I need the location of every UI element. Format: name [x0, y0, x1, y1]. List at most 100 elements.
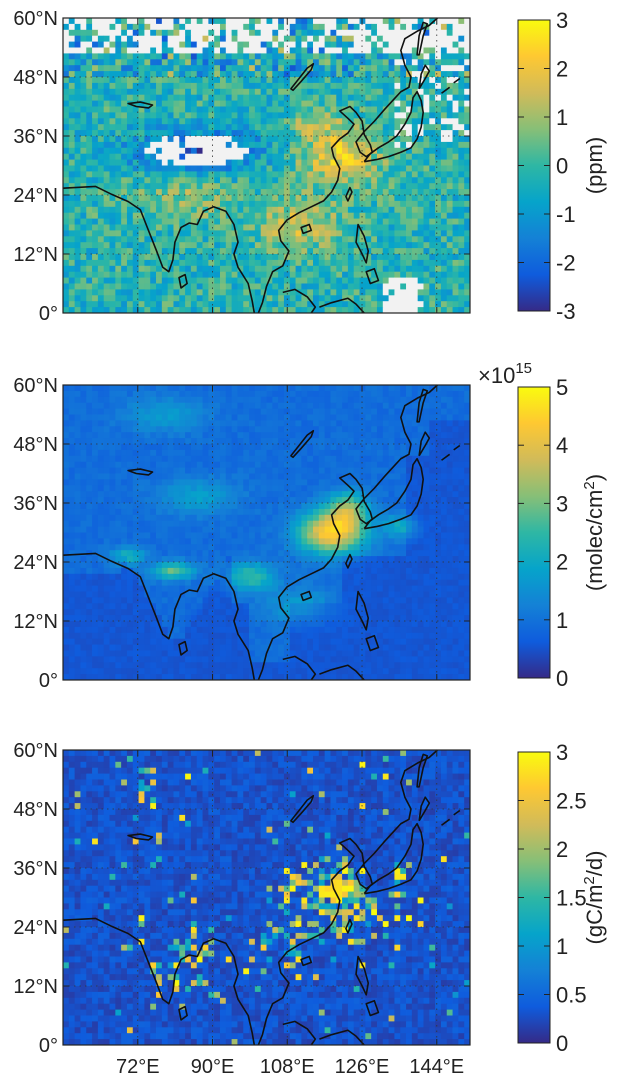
heatmap-cell	[376, 432, 384, 439]
heatmap-cell	[283, 455, 291, 463]
heatmap-cell	[231, 271, 238, 278]
heatmap-cell	[330, 159, 337, 166]
heatmap-cell	[202, 254, 209, 261]
heatmap-cell	[254, 183, 262, 190]
heatmap-cell	[63, 402, 70, 409]
heatmap-cell	[400, 455, 407, 463]
heatmap-cell	[289, 254, 296, 261]
heatmap-cell	[371, 29, 378, 37]
heatmap-cell	[161, 444, 169, 451]
heatmap-cell	[144, 236, 151, 243]
heatmap-cell	[138, 106, 145, 113]
heatmap-cell	[307, 141, 314, 149]
heatmap-cell	[86, 491, 93, 498]
heatmap-cell	[179, 385, 186, 392]
heatmap-cell	[156, 301, 163, 308]
heatmap-cell	[167, 59, 174, 66]
heatmap-cell	[103, 265, 110, 273]
heatmap-cell	[382, 432, 389, 439]
heatmap-cell	[301, 385, 308, 392]
heatmap-cell	[371, 259, 378, 267]
heatmap-cell	[307, 396, 314, 404]
heatmap-cell	[295, 265, 302, 273]
heatmap-cell	[429, 402, 436, 409]
heatmap-cell	[109, 295, 116, 302]
heatmap-cell	[359, 259, 366, 267]
heatmap-cell	[324, 408, 331, 415]
heatmap-cell	[435, 491, 442, 498]
heatmap-cell	[295, 402, 302, 409]
heatmap-cell	[283, 248, 291, 255]
heatmap-cell	[342, 118, 349, 125]
heatmap-cell	[150, 307, 157, 314]
heatmap-cell	[254, 408, 262, 415]
heatmap-cell	[278, 449, 285, 457]
heatmap-cell	[289, 426, 296, 433]
heatmap-cell	[440, 271, 448, 278]
heatmap-cell	[68, 455, 76, 463]
heatmap-cell	[237, 165, 244, 172]
heatmap-cell	[318, 259, 326, 267]
heatmap-cell	[406, 130, 413, 137]
heatmap-cell	[318, 118, 326, 125]
heatmap-cell	[435, 183, 442, 190]
heatmap-cell	[417, 479, 424, 486]
heatmap-cell	[307, 88, 314, 96]
heatmap-cell	[109, 491, 116, 498]
heatmap-cell	[97, 112, 105, 119]
heatmap-cell	[109, 153, 116, 160]
heatmap-cell	[301, 295, 308, 302]
heatmap-cell	[121, 438, 128, 445]
heatmap-cell	[295, 248, 302, 255]
heatmap-cell	[249, 147, 256, 155]
heatmap-cell	[342, 200, 349, 208]
heatmap-cell	[121, 420, 128, 427]
heatmap-cell	[109, 47, 116, 54]
heatmap-cell	[214, 23, 221, 31]
heatmap-cell	[237, 212, 244, 219]
heatmap-cell	[208, 65, 215, 72]
heatmap-cell	[388, 277, 395, 284]
heatmap-cell	[464, 289, 471, 296]
heatmap-cell	[400, 47, 407, 54]
heatmap-cell	[74, 100, 81, 107]
heatmap-cell	[179, 189, 186, 196]
heatmap-cell	[417, 420, 424, 427]
heatmap-cell	[301, 289, 308, 296]
heatmap-cell	[371, 408, 378, 415]
heatmap-cell	[400, 277, 407, 284]
heatmap-cell	[295, 385, 302, 392]
heatmap-cell	[109, 426, 116, 433]
heatmap-cell	[173, 289, 180, 296]
heatmap-cell	[411, 408, 419, 415]
heatmap-cell	[231, 206, 238, 214]
heatmap-cell	[289, 485, 296, 492]
heatmap-cell	[342, 467, 349, 474]
heatmap-cell	[243, 153, 250, 160]
heatmap-cell	[458, 218, 465, 225]
heatmap-cell	[121, 82, 128, 90]
heatmap-cell	[173, 461, 180, 468]
heatmap-cell	[179, 177, 186, 184]
heatmap-cell	[173, 65, 180, 72]
heatmap-cell	[283, 195, 291, 202]
heatmap-cell	[411, 100, 419, 107]
heatmap-cell	[208, 77, 215, 84]
heatmap-cell	[185, 497, 192, 504]
heatmap-cell	[440, 420, 448, 427]
heatmap-cell	[400, 171, 407, 178]
heatmap-cell	[185, 467, 192, 474]
latitude-label: 48°N	[13, 67, 58, 89]
heatmap-cell	[440, 385, 448, 392]
heatmap-cell	[237, 18, 244, 25]
heatmap-cell	[103, 147, 110, 155]
heatmap-cell	[237, 473, 244, 480]
heatmap-cell	[231, 455, 238, 463]
heatmap-cell	[202, 212, 209, 219]
heatmap-cell	[219, 473, 227, 480]
heatmap-cell	[214, 212, 221, 219]
heatmap-cell	[289, 307, 296, 314]
heatmap-cell	[173, 177, 180, 184]
heatmap-cell	[202, 426, 209, 433]
heatmap-cell	[92, 165, 99, 172]
